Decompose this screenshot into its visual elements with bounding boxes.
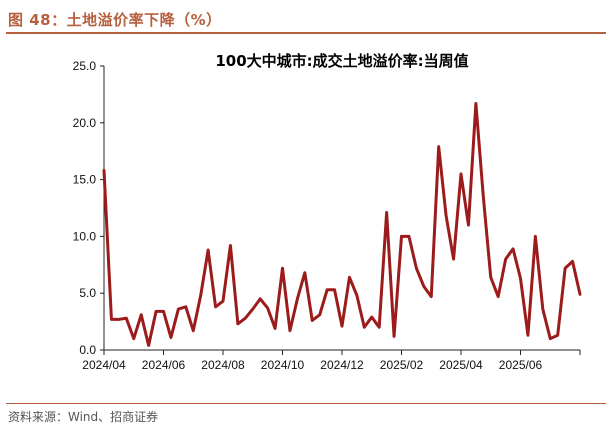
figure-label: 图 48：土地溢价率下降（%） <box>8 11 222 29</box>
x-tick-label: 2025/04 <box>439 358 483 372</box>
x-tick-label: 2025/06 <box>499 358 543 372</box>
source-note: 资料来源：Wind、招商证券 <box>8 410 159 424</box>
y-tick-label: 0.0 <box>79 343 96 357</box>
y-tick-label: 15.0 <box>73 173 97 187</box>
x-tick-label: 2024/04 <box>82 358 126 372</box>
x-tick-label: 2024/12 <box>320 358 364 372</box>
chart-title: 100大中城市:成交土地溢价率:当周值 <box>215 52 468 70</box>
line-chart: 100大中城市:成交土地溢价率:当周值 0.0 5.0 10.0 15.0 20.0 25.… <box>73 52 582 372</box>
y-tick-label: 20.0 <box>73 116 97 130</box>
series-line <box>102 101 582 347</box>
x-tick-label: 2025/02 <box>380 358 424 372</box>
y-tick-label: 5.0 <box>79 286 96 300</box>
y-tick-label: 10.0 <box>73 229 97 243</box>
footer-rule <box>6 403 606 404</box>
y-tick-label: 25.0 <box>73 59 97 73</box>
x-tick-label: 2024/06 <box>142 358 186 372</box>
x-tick-label: 2024/08 <box>201 358 245 372</box>
x-tick-label: 2024/10 <box>261 358 305 372</box>
figure-header: 图 48：土地溢价率下降（%） <box>6 6 606 34</box>
